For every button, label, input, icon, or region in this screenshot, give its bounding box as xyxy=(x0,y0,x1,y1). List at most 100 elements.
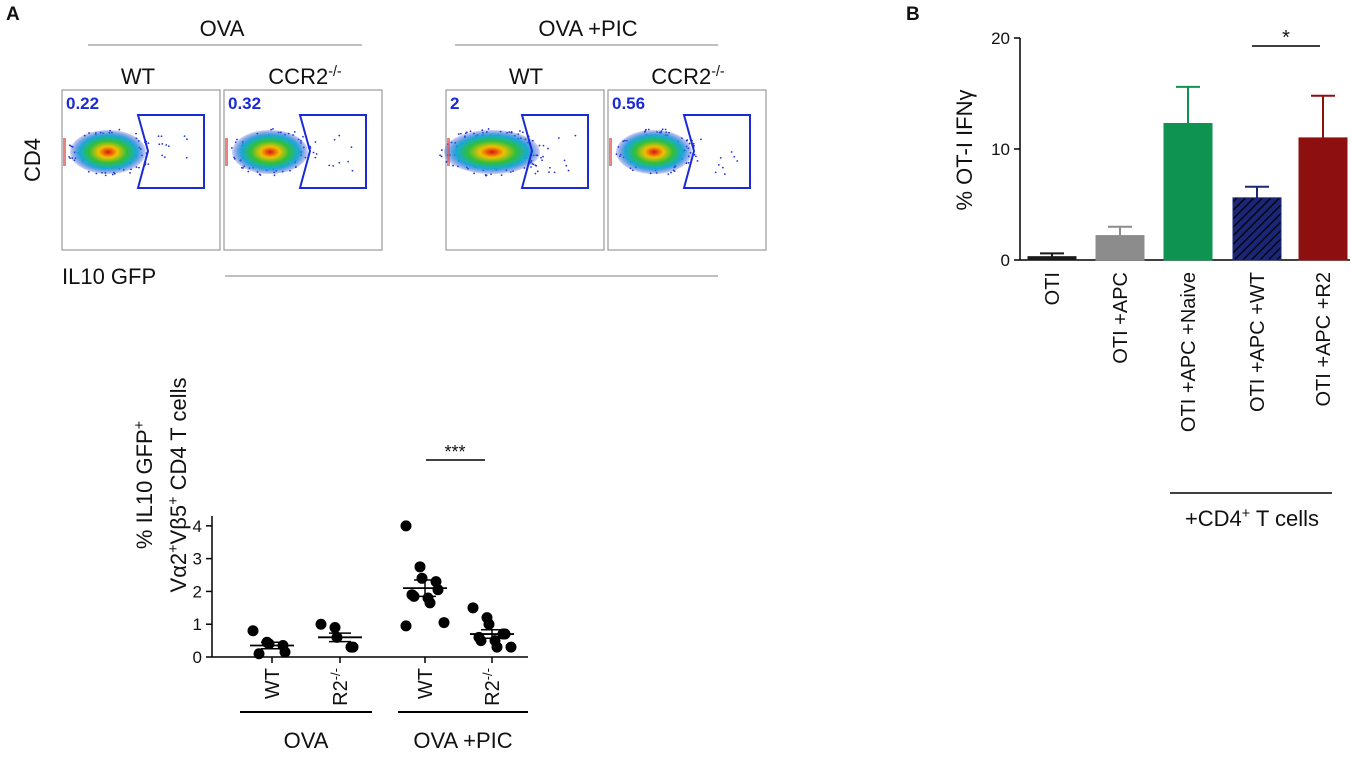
text-piece: + xyxy=(166,497,182,505)
y-tick-label: 20 xyxy=(991,29,1010,48)
event-dot xyxy=(542,155,544,158)
event-dot xyxy=(500,174,503,176)
event-dot xyxy=(667,173,670,176)
x-tick-label: OTI +APC xyxy=(1110,272,1132,364)
event-dot xyxy=(647,128,650,131)
gate xyxy=(520,114,589,189)
text-piece: -/- xyxy=(328,64,342,80)
error-bar xyxy=(329,632,351,643)
x-tick-label: WT xyxy=(415,668,437,699)
bar xyxy=(1027,256,1077,261)
genotype-label: WT xyxy=(121,64,155,89)
group-label: +CD4+ T cells xyxy=(1185,506,1319,531)
gate-percent: 0.32 xyxy=(228,94,261,113)
text-piece: WT xyxy=(415,668,437,699)
density-cloud xyxy=(616,130,692,174)
group-label: OVA xyxy=(200,16,245,41)
group-label: OVA +PIC xyxy=(413,728,512,753)
event-dot xyxy=(135,132,137,135)
error-bar xyxy=(1108,225,1132,236)
event-dot xyxy=(129,172,131,174)
bar xyxy=(1298,137,1348,261)
event-dot xyxy=(312,151,315,154)
event-dot xyxy=(717,164,720,166)
event-dot xyxy=(293,131,296,133)
event-dot xyxy=(521,131,524,134)
event-dot xyxy=(338,161,341,164)
event-dot xyxy=(165,144,168,146)
event-dot xyxy=(338,134,341,137)
event-dot xyxy=(460,132,462,135)
data-point xyxy=(329,621,341,633)
error-bar xyxy=(481,629,503,640)
density-cloud xyxy=(232,130,308,174)
y-axis-label: Vα2+Vβ5+ CD4 T cells xyxy=(166,378,191,593)
event-dot xyxy=(714,171,717,174)
text-piece: CCR2 xyxy=(651,64,711,89)
y-tick-label: 0 xyxy=(1001,251,1010,270)
x-tick-label: OTI +APC +Naive xyxy=(1178,272,1200,432)
event-dot xyxy=(567,169,570,172)
error-bar xyxy=(261,641,283,650)
x-tick-label: OTI +APC +WT xyxy=(1247,272,1269,412)
event-dot xyxy=(719,156,722,159)
gate-percent: 0.22 xyxy=(66,94,99,113)
event-dot xyxy=(485,174,487,177)
event-dot xyxy=(664,128,667,131)
event-dot xyxy=(538,144,541,147)
event-dot xyxy=(563,159,566,162)
event-dot xyxy=(351,169,354,172)
y-tick-label: 10 xyxy=(991,140,1010,159)
text-piece: R2 xyxy=(482,680,504,706)
event-dot xyxy=(185,156,188,159)
event-dot xyxy=(457,133,460,135)
y-tick-label: 4 xyxy=(193,517,202,536)
genotype-label: CCR2-/- xyxy=(651,64,725,89)
event-dot xyxy=(350,146,353,149)
event-dot xyxy=(445,160,448,163)
text-piece: WT xyxy=(262,668,284,699)
data-point xyxy=(263,638,275,650)
text-piece: % IL10 GFP xyxy=(132,429,157,549)
data-point xyxy=(247,625,259,637)
text-piece: -/- xyxy=(711,64,725,80)
text-piece: CCR2 xyxy=(268,64,328,89)
gate xyxy=(136,114,205,189)
data-point xyxy=(414,561,426,573)
event-dot xyxy=(138,166,140,169)
data-point xyxy=(505,641,517,653)
event-dot xyxy=(158,143,161,146)
event-dot xyxy=(730,151,733,153)
bar xyxy=(1232,197,1282,261)
event-dot xyxy=(687,161,690,164)
event-dot xyxy=(700,138,702,141)
x-tick-label: R2-/- xyxy=(328,668,353,706)
data-point xyxy=(491,641,503,653)
data-point xyxy=(400,620,412,632)
text-piece: +CD4 xyxy=(1185,506,1242,531)
data-point xyxy=(432,584,444,596)
axis-strip xyxy=(609,138,612,166)
event-dot xyxy=(333,138,336,141)
event-dot xyxy=(540,156,542,159)
event-dot xyxy=(104,174,107,177)
event-dot xyxy=(440,149,443,151)
event-dot xyxy=(723,173,726,175)
event-dot xyxy=(645,128,647,131)
text-piece: + xyxy=(166,544,182,552)
panel-label: B xyxy=(906,4,920,25)
annotation: *** xyxy=(444,442,465,462)
y-tick-label: 0 xyxy=(193,648,202,667)
event-dot xyxy=(733,155,736,158)
event-dot xyxy=(163,156,166,159)
data-point xyxy=(467,602,479,614)
event-dot xyxy=(535,164,538,167)
event-dot xyxy=(147,142,150,145)
event-dot xyxy=(161,154,164,157)
event-dot xyxy=(440,155,443,158)
text-piece: + xyxy=(1242,506,1250,522)
event-dot xyxy=(548,166,551,169)
event-dot xyxy=(183,135,186,138)
axis-strip xyxy=(63,138,66,166)
